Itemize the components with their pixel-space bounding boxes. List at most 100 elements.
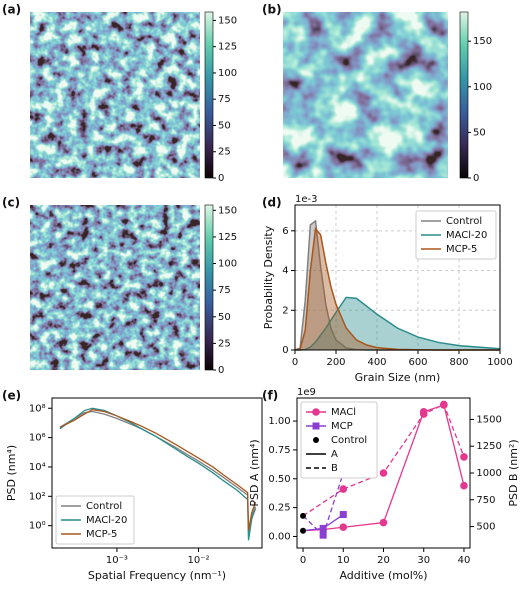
x-tick-label: 200 [326, 357, 345, 368]
panel-label: (a) [2, 3, 21, 17]
x-tick-label: 1000 [487, 357, 512, 368]
legend-label: MACl [331, 407, 356, 418]
y-tick-label: 1000 [476, 468, 501, 479]
panel-label: (d) [262, 196, 282, 210]
y-tick-label: 1500 [476, 414, 501, 425]
x-tick-label: 40 [458, 555, 471, 566]
panel-label: (f) [262, 389, 278, 403]
y-tick-label: 2 [282, 305, 288, 316]
y-tick-label: 1.00 [268, 416, 290, 427]
data-point [460, 453, 468, 461]
legend-box [55, 495, 135, 545]
legend-label: MCP-5 [86, 529, 117, 540]
colorbar [459, 11, 469, 179]
colorbar-tick-label: 150 [218, 205, 237, 216]
psd-line [59, 409, 257, 531]
afm-image [30, 12, 200, 178]
x-tick-label: 30 [417, 555, 430, 566]
legend-label: Control [446, 216, 482, 227]
y-axis-label: PSD B (nm²) [507, 439, 520, 506]
legend-marker [312, 422, 320, 430]
data-point [319, 524, 327, 532]
data-point [339, 511, 347, 519]
data-point [419, 410, 428, 418]
colorbar-tick-label: 50 [218, 312, 231, 323]
y-tick-label: 1250 [476, 441, 501, 452]
density-area [295, 297, 500, 350]
y-tick-label: 0.00 [268, 531, 290, 542]
afm-image [283, 12, 448, 178]
colorbar-tick-label: 25 [218, 147, 231, 158]
x-tick-label: 0 [292, 357, 298, 368]
y-tick-label: 500 [476, 522, 495, 533]
data-point [300, 527, 307, 534]
colorbar-tick-label: 50 [218, 120, 231, 131]
colorbar-tick-label: 0 [473, 173, 479, 184]
x-tick-label: 400 [367, 357, 386, 368]
legend-box [300, 401, 378, 479]
x-tick-label: 0 [300, 555, 306, 566]
data-point [440, 400, 448, 409]
panel-label: (b) [262, 3, 282, 17]
data-point [379, 518, 388, 527]
density-line [295, 296, 501, 351]
x-tick-label: 600 [408, 357, 427, 368]
colorbar-tick-label: 0 [218, 365, 224, 376]
colorbar-tick-label: 100 [218, 68, 237, 79]
x-tick-label: 20 [377, 555, 390, 566]
y-tick-label: 10⁴ [29, 462, 46, 473]
plot-frame [296, 397, 471, 549]
y-tick-label: 10⁶ [29, 433, 46, 444]
y-tick-label: 0.50 [268, 474, 290, 485]
legend-label: MCP-5 [446, 244, 477, 255]
legend-label: Control [331, 435, 367, 446]
data-point [379, 469, 388, 477]
x-tick-label: 10 [337, 555, 350, 566]
axis-offset: 1e9 [297, 387, 316, 398]
legend-label: A [331, 449, 338, 460]
legend-label: B [331, 463, 338, 474]
y-tick-label: 750 [476, 495, 495, 506]
colorbar-tick-label: 100 [218, 259, 237, 270]
y-tick-label: 0.25 [268, 503, 290, 514]
y-tick-label: 0 [282, 345, 288, 356]
colorbar-tick-label: 125 [218, 42, 237, 53]
density-area [295, 228, 500, 350]
panel-label: (c) [2, 196, 20, 210]
plot-frame [51, 397, 263, 549]
x-axis-label: Spatial Frequency (nm⁻¹) [88, 569, 226, 582]
data-point [460, 481, 468, 490]
colorbar-tick-label: 75 [218, 285, 231, 296]
legend-label: MACl-20 [446, 230, 487, 241]
y-tick-label: 10² [29, 491, 46, 502]
legend-label: MCP [331, 421, 353, 432]
colorbar-tick-label: 100 [473, 82, 492, 93]
data-point [319, 531, 327, 539]
y-tick-label: 6 [282, 226, 288, 237]
y-axis-label: PSD A (nm⁴) [248, 439, 261, 506]
series-line [322, 472, 344, 536]
colorbar [204, 11, 214, 179]
legend-box [415, 210, 497, 260]
legend-label: Control [86, 501, 122, 512]
data-point [300, 512, 307, 519]
axis-offset: 1e-3 [295, 194, 318, 205]
colorbar-tick-label: 125 [218, 232, 237, 243]
colorbar-tick-label: 25 [218, 338, 231, 349]
colorbar [204, 204, 214, 371]
plot-frame [294, 204, 501, 351]
y-tick-label: 10⁰ [29, 521, 46, 532]
y-tick-label: 10⁸ [29, 403, 46, 414]
connector [302, 515, 324, 536]
afm-image [30, 205, 200, 370]
x-tick-label: 800 [449, 357, 468, 368]
legend-marker [312, 408, 320, 416]
y-axis-label: PSD (nm⁴) [5, 445, 18, 501]
y-tick-label: 4 [282, 266, 288, 277]
x-tick-label: 10⁻³ [106, 555, 128, 566]
y-axis-label: Probability Density [262, 225, 275, 329]
x-axis-label: Additive (mol%) [339, 569, 427, 582]
legend-marker [313, 437, 319, 443]
